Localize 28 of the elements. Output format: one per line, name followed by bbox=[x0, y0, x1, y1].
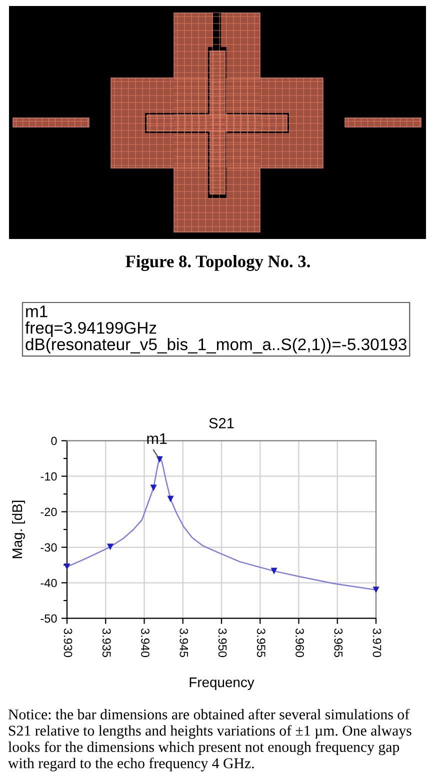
text: m1 freq=3.94199GHz dB(resonateur_v5_bis_1_mom_a..S(2,1))=-5.30193 bbox=[25, 306, 406, 354]
y-tick-label: -20 bbox=[40, 508, 57, 516]
x-tick-label: 3.945 bbox=[180, 628, 188, 658]
x-tick-label: 3.960 bbox=[296, 628, 304, 658]
x-tick-label: 3.935 bbox=[102, 628, 111, 658]
point bbox=[270, 568, 278, 574]
y-tick-label: -40 bbox=[40, 578, 57, 588]
y-tick-label: -30 bbox=[40, 543, 57, 552]
y-tick-label: 0 bbox=[51, 436, 57, 446]
point bbox=[64, 564, 70, 570]
x-tick-label: 3.930 bbox=[64, 628, 72, 658]
x-axis-title: Frequency bbox=[190, 678, 254, 690]
y-tick-label: -50 bbox=[40, 614, 57, 623]
x-tick-label: 3.955 bbox=[256, 628, 266, 658]
x-tick-label: 3.965 bbox=[334, 628, 343, 658]
x-tick-label: 3.970 bbox=[372, 628, 382, 658]
x-tick-label: 3.940 bbox=[141, 628, 150, 658]
text: Notice: the bar dimensions are obtained after several simulations of S21 relative to lengths and heights variations of ±1 µm. One always looks for the dimensions which present not enough frequency gap with regard to the echo frequency 4 GHz. bbox=[8, 708, 412, 772]
chart-title: S21 bbox=[209, 418, 234, 428]
point bbox=[107, 544, 114, 550]
annotation: m1 bbox=[147, 433, 167, 444]
point bbox=[150, 484, 157, 492]
x-tick-label: 3.950 bbox=[218, 628, 227, 658]
point bbox=[372, 586, 380, 594]
point bbox=[167, 496, 174, 502]
y-axis-title: Mag. [dB] bbox=[12, 500, 25, 558]
caption: Figure 8. Topology No. 3. bbox=[126, 255, 310, 271]
y-tick-label: -10 bbox=[40, 472, 57, 481]
